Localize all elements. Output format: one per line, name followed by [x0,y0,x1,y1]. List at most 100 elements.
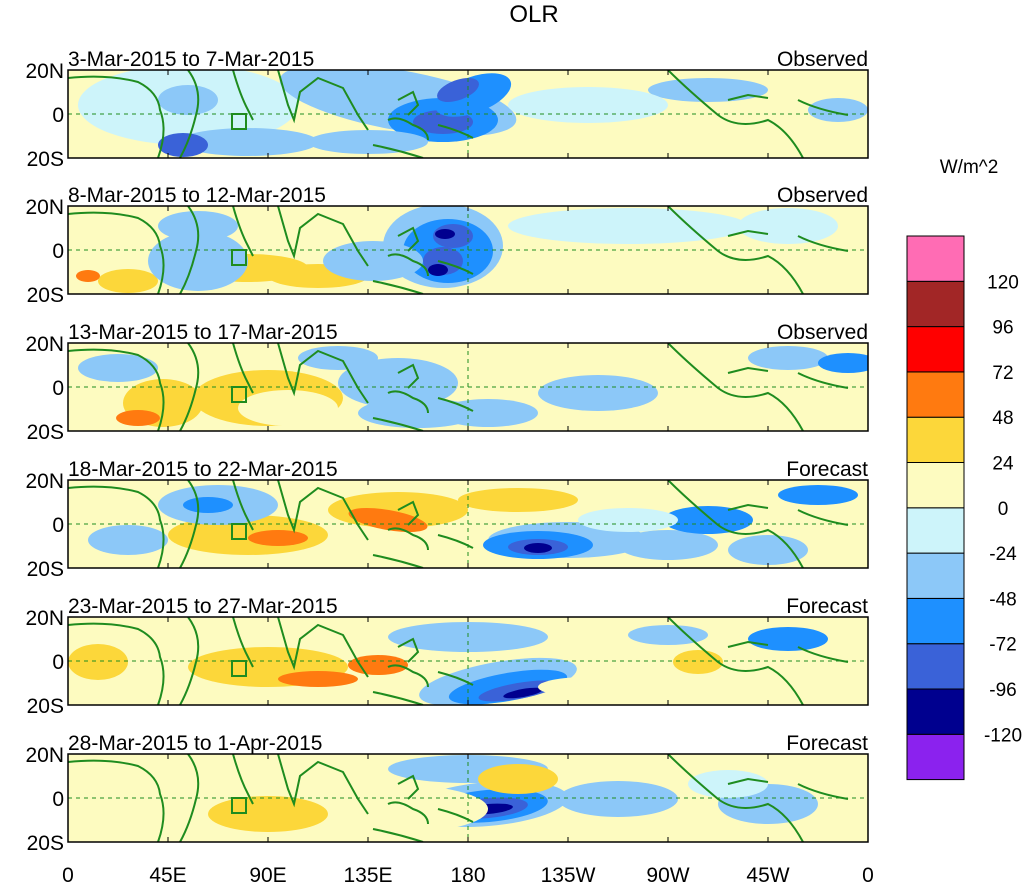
coastline [397,637,420,663]
coastline [68,211,165,294]
longitude-label: 135W [541,864,596,887]
coastline [179,617,200,705]
coastline [437,671,474,686]
anomaly-field [68,480,858,568]
colorbar-tick-label: 120 [987,272,1019,293]
panel-period-label: 28-Mar-2015 to 1-Apr-2015 [68,732,322,755]
coastline [797,646,849,663]
longitude-label: 90E [249,864,286,887]
olr-anomaly-region [288,784,488,834]
coastline [667,70,804,158]
olr-anomaly-region [183,497,233,513]
panels-group: 3-Mar-2015 to 7-Mar-2015 Observed20N020S8… [25,48,869,855]
panel-kind-label: Forecast [786,595,868,618]
panel-period-label: 23-Mar-2015 to 27-Mar-2015 [68,595,338,618]
olr-anomaly-region [818,353,868,373]
longitude-label: 180 [450,864,485,887]
olr-anomaly-region [503,687,543,699]
olr-anomaly-region [208,796,328,832]
olr-anomaly-region [538,677,638,697]
olr-anomaly-region [628,625,708,645]
olr-anomaly-region [88,525,168,555]
coastline [232,206,254,257]
coastline [727,777,769,785]
olr-anomaly-region [648,78,768,102]
figure-title: OLR [509,1,558,28]
colorbar-swatch [906,235,965,282]
colorbar-swatch [906,280,965,328]
colorbar-tick-label: 24 [992,454,1014,475]
latitude-label: 20S [27,148,64,171]
coastline [397,226,420,252]
olr-anomaly-region [578,508,678,532]
latitude-label: 20S [27,558,64,581]
latitude-label: 0 [52,377,64,400]
olr-anomaly-region [323,241,423,281]
olr-anomaly-region [618,530,718,560]
colorbar-swatch [906,326,965,373]
anomaly-field [68,617,849,705]
olr-anomaly-region [748,346,828,370]
coastline [387,117,429,141]
longitude-label: 90W [646,864,689,887]
coastline [232,754,254,805]
latitude-label: 0 [52,514,64,537]
coastline [397,774,420,800]
coastline [667,617,804,705]
olr-anomaly-region [524,543,552,553]
coastline [727,366,769,374]
olr-anomaly-region [248,530,308,546]
latitude-label: 0 [52,788,64,811]
olr-anomaly-region [508,208,748,244]
latitude-label: 0 [52,104,64,127]
latitude-label: 20S [27,284,64,307]
panel-kind-label: Observed [777,184,868,207]
coastline [277,206,369,267]
map-panel: 8-Mar-2015 to 12-Mar-2015 Observed 20N 0 20S [25,184,869,307]
olr-anomaly-region [428,264,448,276]
coastline [68,485,165,568]
map-panel: 23-Mar-2015 to 27-Mar-2015 Forecast 20N 0 20… [25,595,869,718]
coastline [277,617,369,678]
olr-anomaly-region [76,270,100,282]
coastline [797,509,849,526]
olr-anomaly-region [98,269,158,293]
olr-anomaly-region [778,485,858,505]
coastline [667,343,804,431]
olr-anomaly-region [808,98,868,122]
coastline [387,801,429,825]
coastline [68,759,165,842]
olr-anomaly-region [458,488,578,512]
colorbar-tick-label: -24 [989,544,1017,565]
latitude-label: 20N [25,744,64,767]
olr-anomaly-region [435,229,455,239]
latitude-label: 20S [27,695,64,718]
colorbar-tick-label: 72 [992,363,1013,384]
coastline [727,503,769,511]
colorbar-swatch [906,416,965,464]
coastline [277,343,369,404]
olr-anomaly-region [538,375,658,411]
colorbar-tick-label: -96 [989,680,1016,701]
colorbar-tick-label: 48 [992,408,1013,429]
coastline [797,235,849,252]
coastline [437,534,474,549]
anomaly-field [68,754,849,842]
colorbar-swatch [906,597,965,645]
coastline [437,124,474,139]
coastline [68,348,165,431]
panel-period-label: 8-Mar-2015 to 12-Mar-2015 [68,184,326,207]
coastline [397,90,420,116]
colorbar-tick-label: -120 [984,725,1022,746]
latitude-label: 20N [25,333,64,356]
coastline [179,206,200,294]
colorbar-swatch [906,688,965,735]
coastline [667,480,804,568]
coastline [727,229,769,237]
olr-anomaly-region [108,779,228,829]
map-panel: 28-Mar-2015 to 1-Apr-2015 Forecast 20N 0 20S [25,732,869,855]
anomaly-field [68,343,868,431]
longitude-label: 0 [62,864,74,887]
panel-period-label: 18-Mar-2015 to 22-Mar-2015 [68,458,338,481]
